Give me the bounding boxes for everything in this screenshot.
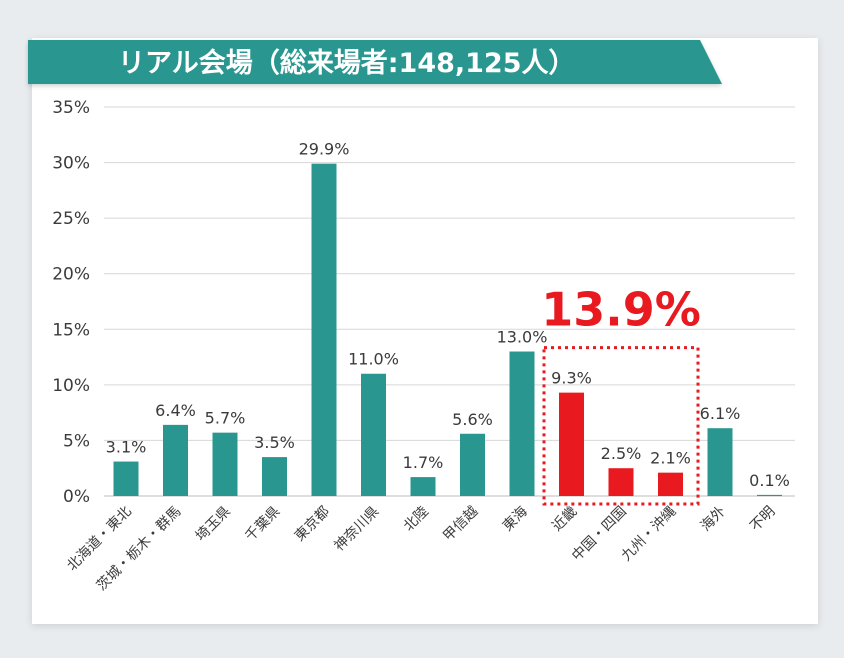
data-label: 29.9% xyxy=(299,140,350,159)
bar xyxy=(658,472,683,496)
bar xyxy=(311,163,337,496)
y-tick-label: 0% xyxy=(63,487,90,507)
bar xyxy=(707,428,733,496)
y-axis-ticks: 0% 5% 10% 15% 20% 25% 30% 35% xyxy=(52,98,90,507)
chart-title: リアル会場（総来場者:148,125人） xyxy=(118,47,576,79)
y-tick-label: 5% xyxy=(63,431,90,451)
bar xyxy=(608,468,634,496)
value-labels: 3.1% 6.4% 5.7% 3.5% 29.9% 11.0% 1.7% 5.6% 13.0% 9… xyxy=(106,140,790,490)
bars xyxy=(113,163,782,496)
highlight-total-label: 13.9% xyxy=(541,283,701,337)
data-label: 6.4% xyxy=(155,401,196,420)
x-tick-label: 不明 xyxy=(747,504,778,535)
header-banner-shape xyxy=(28,40,722,84)
data-label: 9.3% xyxy=(551,369,592,388)
bar xyxy=(113,461,139,496)
highlight-box xyxy=(542,346,700,506)
data-label: 1.7% xyxy=(403,453,444,472)
y-tick-label: 30% xyxy=(52,154,90,174)
x-tick-label: 埼玉県 xyxy=(193,504,234,545)
y-tick-label: 10% xyxy=(52,376,90,396)
y-tick-label: 25% xyxy=(52,209,90,229)
data-label: 13.0% xyxy=(497,328,548,347)
data-label: 5.7% xyxy=(205,409,246,428)
bar xyxy=(460,433,485,496)
data-label: 6.1% xyxy=(700,404,741,423)
header-banner: リアル会場（総来場者:148,125人） xyxy=(28,40,722,84)
x-tick-label: 海外 xyxy=(698,504,729,535)
data-label: 3.1% xyxy=(106,438,147,457)
data-label: 3.5% xyxy=(254,433,295,452)
bar xyxy=(559,392,584,496)
bar xyxy=(361,373,386,496)
data-label: 2.1% xyxy=(650,449,691,468)
x-tick-label: 九州・沖縄 xyxy=(619,504,680,565)
x-tick-label: 茨城・栃木・群馬 xyxy=(94,504,185,595)
chart-card xyxy=(32,38,818,624)
data-label: 0.1% xyxy=(749,471,790,490)
x-tick-label: 千葉県 xyxy=(242,504,283,545)
bar xyxy=(410,477,436,496)
data-label: 2.5% xyxy=(601,444,642,463)
x-tick-label: 東海 xyxy=(500,504,531,535)
data-label: 11.0% xyxy=(348,350,399,369)
bar xyxy=(262,457,287,496)
y-tick-label: 35% xyxy=(52,98,90,118)
bar xyxy=(212,432,238,496)
data-label: 5.6% xyxy=(452,410,493,429)
x-tick-label: 東京都 xyxy=(292,504,333,545)
bar xyxy=(757,494,782,496)
bar xyxy=(163,424,188,496)
x-tick-label: 北陸 xyxy=(401,504,432,535)
bar xyxy=(509,351,535,496)
y-tick-label: 15% xyxy=(52,320,90,340)
x-tick-label: 神奈川県 xyxy=(331,504,382,555)
x-tick-label: 甲信越 xyxy=(440,504,481,545)
y-tick-label: 20% xyxy=(52,265,90,285)
x-tick-label: 近畿 xyxy=(549,504,580,535)
